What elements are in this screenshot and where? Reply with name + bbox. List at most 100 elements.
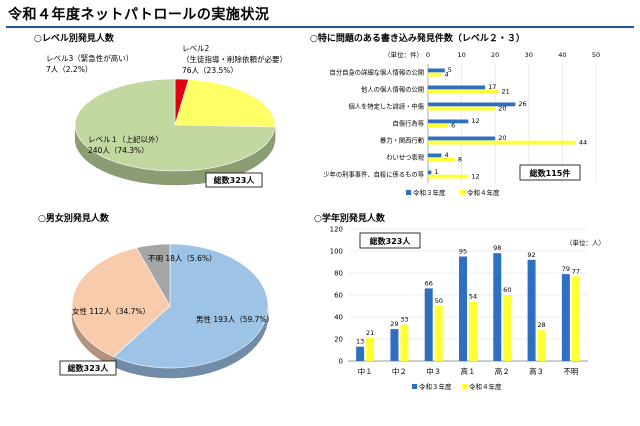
topics-bar-value: 4 bbox=[444, 151, 448, 159]
level2-label: レベル2 （生徒指導・削除依頼が必要） 76人（23.5%） bbox=[182, 44, 287, 75]
grade-bar-r4 bbox=[400, 324, 409, 361]
grade-legend-r4-label: 令和４年度 bbox=[469, 382, 502, 391]
gender-unknown-label: 不明 18人（5.6%） bbox=[148, 254, 216, 263]
grade-y-tick: 0 bbox=[339, 358, 343, 366]
topics-legend-r3-swatch bbox=[406, 190, 411, 195]
grade-bar-value: 50 bbox=[435, 297, 443, 305]
topics-bar-value: 44 bbox=[579, 138, 587, 146]
grade-y-tick: 100 bbox=[330, 248, 343, 256]
topics-bar-r3 bbox=[428, 119, 469, 124]
topics-bar-chart: ○特に問題のある書き込み発見件数（レベル２・３） （単位：件） 0 10 20 30 4… bbox=[310, 32, 600, 197]
grade-y-tick: 80 bbox=[334, 270, 343, 278]
grade-bar-value: 95 bbox=[459, 248, 467, 256]
gender-slice-2 bbox=[135, 243, 171, 308]
topics-legend-r4-label: 令和４年度 bbox=[467, 188, 500, 197]
grade-total-box bbox=[359, 232, 421, 249]
topics-bar-r3 bbox=[428, 102, 516, 107]
grade-bar-chart: ○学年別発見人数 総数323人 （単位：人） 0 20 40 60 80 100 120 中１… bbox=[314, 212, 605, 391]
topics-bar-r4 bbox=[428, 157, 455, 162]
topics-total-label: 総数115件 bbox=[530, 168, 571, 178]
grade-bar-r3 bbox=[424, 288, 433, 361]
topics-bar-value: 17 bbox=[488, 83, 496, 91]
topics-bar-r3 bbox=[428, 68, 445, 73]
topics-total-box bbox=[519, 164, 581, 181]
topics-x-tick: 40 bbox=[558, 51, 566, 59]
topics-bar-value: 20 bbox=[498, 104, 506, 112]
gender-chart-title: ○男女別発見人数 bbox=[38, 212, 110, 224]
grade-category-label: 不明 bbox=[563, 367, 578, 376]
grade-category-label: 中２ bbox=[392, 366, 407, 376]
topics-category-label: 自傷行為等 bbox=[393, 119, 425, 128]
grade-bar-r3 bbox=[561, 274, 570, 361]
gender-slice-0 bbox=[113, 243, 269, 369]
gender-pie-chart: ○男女別発見人数 不明 18人（5.6%） 女性 112人（34.7%） 男性 … bbox=[38, 212, 274, 379]
grade-bar-value: 13 bbox=[356, 338, 364, 346]
grade-legend: 令和３年度 令和４年度 bbox=[412, 382, 502, 391]
topics-bar-r3 bbox=[428, 136, 496, 141]
topics-bar-r4 bbox=[428, 140, 576, 145]
grade-legend-r3-swatch bbox=[412, 384, 417, 389]
level3-label-line2: 7人（2.2%） bbox=[46, 65, 92, 74]
topics-bar-r4 bbox=[428, 72, 442, 77]
topics-bar-value: 1 bbox=[434, 168, 438, 176]
level-total-label: 総数323人 bbox=[214, 175, 256, 185]
level-slice-1 bbox=[174, 79, 276, 128]
level2-label-line2: （生徒指導・削除依頼が必要） bbox=[182, 54, 287, 64]
topics-bar-value: 6 bbox=[451, 121, 455, 129]
grade-category-label: 高２ bbox=[495, 366, 510, 376]
level-slice-2 bbox=[74, 78, 276, 172]
grade-bar-value: 79 bbox=[562, 265, 570, 273]
topics-bar-value: 12 bbox=[471, 172, 479, 180]
topics-bar-r3 bbox=[428, 85, 486, 90]
topics-x-tick: 0 bbox=[426, 51, 430, 59]
level-pie-chart: ○レベル別発見人数 レベル3（緊急性が高い） 7人（2.2%） レベル2 （生徒… bbox=[34, 32, 287, 188]
gender-male-label: 男性 193人（59.7%） bbox=[196, 314, 274, 324]
topics-bar-value: 12 bbox=[471, 117, 479, 125]
level3-label: レベル3（緊急性が高い） 7人（2.2%） bbox=[46, 53, 133, 74]
grade-bar-r4 bbox=[469, 301, 477, 361]
topics-category-label: 自分自身の詳細な個人情報の公開 bbox=[330, 68, 424, 77]
topics-x-tick: 30 bbox=[525, 51, 533, 59]
topics-x-tick: 50 bbox=[592, 51, 600, 59]
grade-category-label: 中３ bbox=[426, 366, 441, 376]
grade-bar-r3 bbox=[459, 256, 467, 361]
level1-label-line1: レベル１（上記以外） bbox=[88, 134, 163, 144]
gender-total-label: 総数323人 bbox=[68, 363, 110, 373]
grade-chart-title: ○学年別発見人数 bbox=[314, 212, 386, 224]
level-pie bbox=[74, 78, 276, 186]
grade-bar-value: 92 bbox=[527, 251, 535, 259]
grade-bar-r4 bbox=[571, 276, 580, 361]
grade-bar-value: 54 bbox=[469, 293, 477, 301]
grade-bar-r3 bbox=[493, 253, 502, 361]
grade-bar-r4 bbox=[434, 306, 443, 361]
grade-bar-value: 98 bbox=[493, 244, 501, 252]
topics-legend-r3-label: 令和３年度 bbox=[413, 188, 446, 197]
gender-total-box bbox=[59, 360, 117, 376]
grade-bar-value: 21 bbox=[366, 329, 374, 337]
grade-category-label: 高３ bbox=[529, 366, 544, 376]
topics-bar-r4 bbox=[428, 123, 449, 128]
level2-label-line1: レベル2 bbox=[182, 44, 209, 53]
grade-y-tick: 60 bbox=[334, 292, 343, 300]
level-chart-title: ○レベル別発見人数 bbox=[34, 32, 115, 44]
grade-y-tick: 120 bbox=[330, 226, 343, 234]
grade-legend-r3-label: 令和３年度 bbox=[419, 382, 452, 391]
grade-category-label: 高１ bbox=[461, 366, 476, 376]
grade-bar-value: 28 bbox=[537, 321, 545, 329]
grade-unit-label: （単位：人） bbox=[566, 238, 605, 247]
level-total-box bbox=[205, 172, 263, 188]
topics-bar-r4 bbox=[428, 174, 469, 179]
topics-bar-value: 21 bbox=[502, 87, 510, 95]
topics-x-tick: 10 bbox=[457, 51, 465, 59]
grade-y-tick: 40 bbox=[334, 314, 343, 322]
grade-bar-value: 29 bbox=[390, 320, 398, 328]
level2-label-line3: 76人（23.5%） bbox=[182, 66, 238, 75]
grade-bar-value: 60 bbox=[503, 286, 511, 294]
level1-label: レベル１（上記以外） 240人（74.3%） bbox=[88, 134, 163, 155]
grade-total-label: 総数323人 bbox=[370, 236, 412, 246]
gender-female-label: 女性 112人（34.7%） bbox=[72, 306, 150, 316]
grade-bar-r3 bbox=[356, 346, 365, 361]
topics-bar-r3 bbox=[428, 170, 432, 175]
